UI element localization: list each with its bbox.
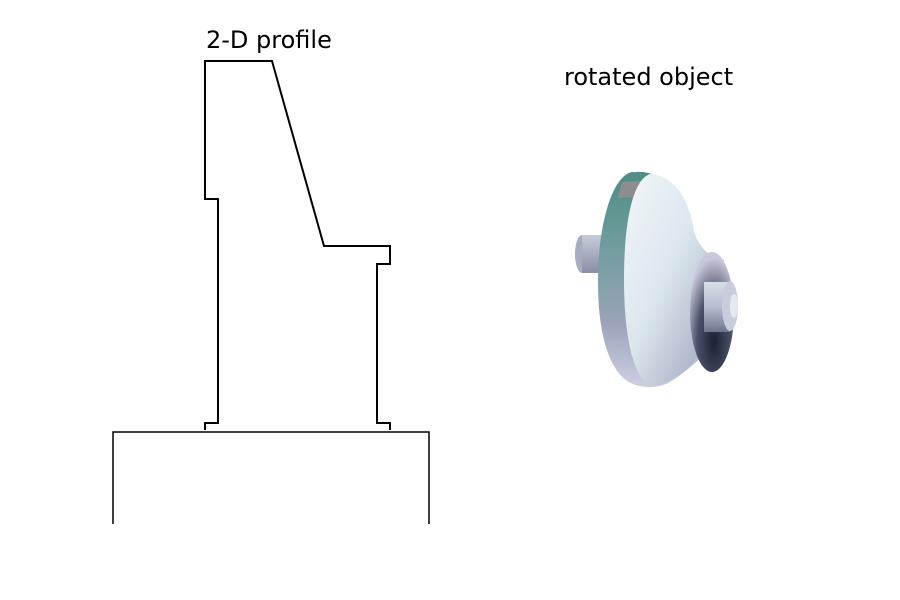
- profile-title: 2-D profile: [206, 26, 332, 54]
- rotated-object: [575, 171, 738, 388]
- front-shaft-tip: [730, 294, 738, 318]
- base-block: [112, 431, 430, 524]
- rotated-object-title: rotated object: [564, 63, 734, 91]
- profile-outline: [204, 60, 391, 430]
